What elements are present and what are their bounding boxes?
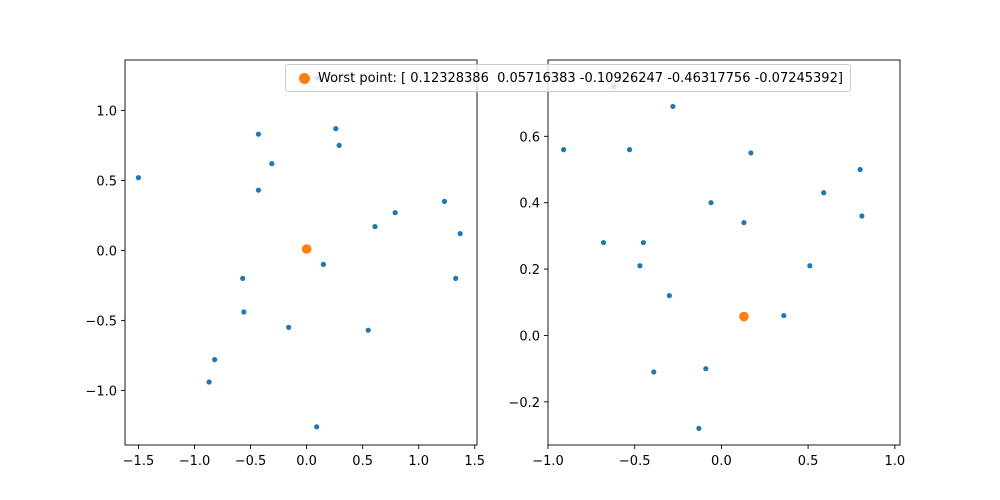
x-tick-label: −0.5 xyxy=(235,454,267,469)
x-tick-label: 0.5 xyxy=(798,454,819,469)
worst-point-marker xyxy=(739,311,749,322)
y-tick-label: −1.0 xyxy=(85,384,117,399)
data-point xyxy=(392,210,398,216)
data-point xyxy=(637,263,643,269)
x-tick-label: −0.5 xyxy=(619,454,651,469)
data-point xyxy=(286,324,292,330)
right-scatter-plot: −1.0 −0.5 0.0 0.5 1.0 −0.2 0.0 0.2 0.4 0.6 xyxy=(508,59,905,469)
data-point xyxy=(372,224,378,230)
data-point xyxy=(441,198,448,204)
y-tick-label: 0.2 xyxy=(519,263,540,278)
data-point xyxy=(666,293,672,299)
y-tick-label: 1.0 xyxy=(96,104,117,119)
x-tick-label: 1.5 xyxy=(464,454,485,469)
data-point xyxy=(857,166,863,173)
x-tick-label: 1.0 xyxy=(884,454,905,469)
data-point xyxy=(626,147,633,153)
data-point xyxy=(696,425,702,432)
data-point xyxy=(457,231,463,237)
y-tick-label: 0.4 xyxy=(519,197,540,212)
x-tick-label: 1.0 xyxy=(408,454,429,469)
data-point xyxy=(320,261,327,267)
y-tick-label: 0.0 xyxy=(519,329,540,344)
y-tick-label: −0.2 xyxy=(508,396,540,411)
data-point xyxy=(269,161,275,167)
axes-frame xyxy=(547,59,901,446)
data-point xyxy=(561,147,567,153)
data-point xyxy=(821,190,827,196)
data-point xyxy=(670,103,676,110)
data-point xyxy=(255,187,262,193)
data-point xyxy=(859,213,865,219)
data-point xyxy=(453,275,459,281)
data-point xyxy=(640,239,646,246)
data-point xyxy=(333,126,339,132)
data-point xyxy=(255,131,262,137)
data-point xyxy=(781,312,787,319)
data-point xyxy=(748,150,754,156)
data-point xyxy=(240,275,246,281)
left-scatter-plot: −1.5 −1.0 −0.5 0.0 0.5 1.0 1.5 −1.0 −0.5 0.0 0.5 1.… xyxy=(85,59,485,469)
data-point xyxy=(651,369,657,375)
x-tick-label: 0.0 xyxy=(296,454,317,469)
legend: Worst point: [ 0.12328386 0.05716383 -0.… xyxy=(285,64,851,92)
data-point xyxy=(741,220,747,226)
data-point xyxy=(241,309,247,315)
data-point xyxy=(206,379,212,385)
data-point xyxy=(135,175,142,181)
data-point xyxy=(365,327,371,333)
data-point xyxy=(807,263,813,269)
x-tick-label: −1.0 xyxy=(532,454,564,469)
data-point xyxy=(212,357,218,363)
y-tick-label: 0.6 xyxy=(519,130,540,145)
data-point xyxy=(708,200,714,206)
axes-frame xyxy=(124,59,478,446)
y-tick-label: −0.5 xyxy=(85,314,117,329)
x-tick-label: −1.5 xyxy=(123,454,155,469)
x-tick-label: 0.0 xyxy=(711,454,732,469)
y-tick-label: 0.0 xyxy=(96,244,117,259)
data-point xyxy=(336,142,342,148)
data-point xyxy=(600,239,607,246)
x-tick-label: 0.5 xyxy=(352,454,373,469)
data-point xyxy=(314,424,320,430)
data-point xyxy=(703,366,709,372)
worst-point-marker xyxy=(301,244,312,254)
x-tick-label: −1.0 xyxy=(179,454,211,469)
legend-label: Worst point: [ 0.12328386 0.05716383 -0.… xyxy=(318,70,843,86)
y-tick-label: 0.5 xyxy=(96,174,117,189)
legend-marker xyxy=(299,72,310,84)
